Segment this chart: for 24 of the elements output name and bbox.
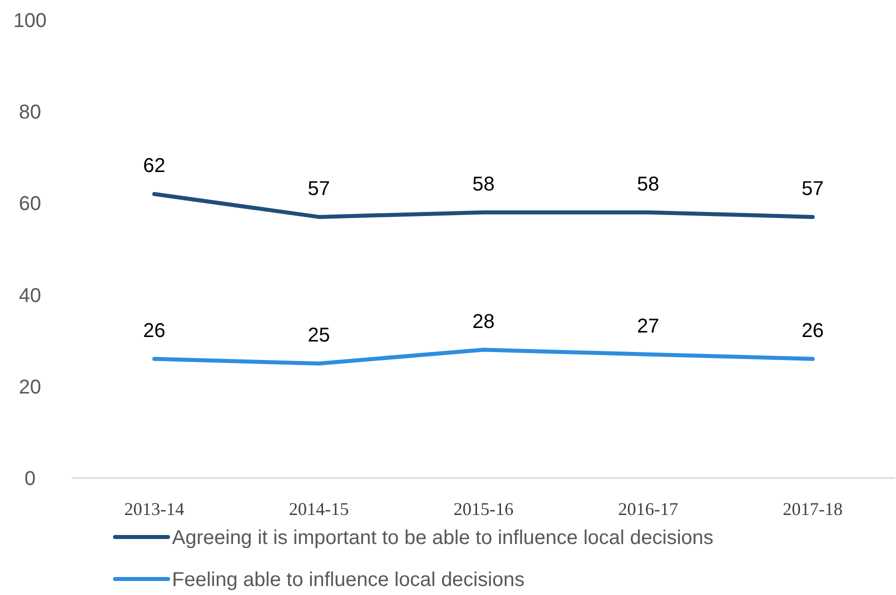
- y-tick-label: 100: [13, 10, 47, 32]
- data-label: 26: [143, 320, 166, 342]
- x-tick-label: 2013-14: [124, 499, 184, 519]
- data-label: 58: [636, 173, 660, 196]
- data-label: 57: [308, 178, 330, 200]
- data-label: 25: [308, 324, 330, 346]
- data-label: 57: [802, 178, 824, 200]
- y-tick-label: 80: [18, 102, 42, 124]
- x-tick-label: 2016-17: [618, 499, 678, 519]
- data-label: 58: [472, 173, 495, 196]
- data-label: 26: [802, 320, 824, 342]
- legend-label: Feeling able to influence local decisions: [172, 569, 524, 591]
- x-tick-label: 2014-15: [288, 499, 349, 519]
- data-label: 27: [636, 315, 660, 338]
- x-tick-label: 2015-16: [454, 499, 514, 519]
- data-label: 62: [143, 155, 166, 178]
- y-tick-label: 40: [18, 284, 42, 307]
- data-label: 28: [472, 310, 495, 333]
- line-series: [152, 348, 815, 366]
- legend-label: Agreeing it is important to be able to influence local decisions: [172, 527, 714, 549]
- y-tick-label: 0: [24, 468, 36, 490]
- y-tick-label: 20: [18, 376, 42, 398]
- x-tick-label: 2017-18: [782, 499, 843, 519]
- y-tick-label: 60: [18, 193, 42, 216]
